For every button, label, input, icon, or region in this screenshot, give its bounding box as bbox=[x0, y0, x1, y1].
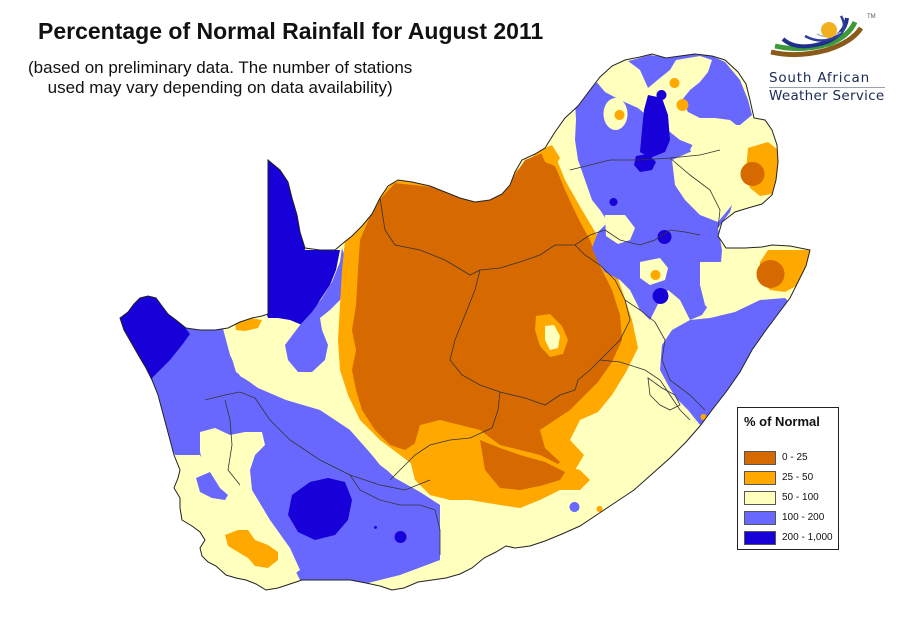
zone-karoo-dot-a bbox=[394, 531, 407, 543]
legend-label: 50 - 100 bbox=[782, 492, 819, 503]
logo-line-2: Weather Service bbox=[769, 88, 885, 104]
border-limpopo bbox=[569, 149, 721, 171]
legend-label: 100 - 200 bbox=[782, 512, 825, 523]
border-lesotho-2 bbox=[647, 377, 681, 411]
border-western-cape-north bbox=[204, 391, 431, 491]
zone-ne-orange-dot-c bbox=[614, 110, 625, 120]
border-kzn bbox=[624, 299, 706, 411]
zone-cederberg-blue bbox=[196, 472, 228, 500]
zone-south-orange-dot bbox=[596, 506, 603, 512]
zone-ne-200-1000-a bbox=[640, 95, 670, 158]
zone-ne-200-1000-d bbox=[657, 230, 672, 244]
legend-item-100-200: 100 - 200 bbox=[744, 511, 836, 525]
zone-ne-yellow-2 bbox=[672, 150, 745, 222]
border-lesotho bbox=[599, 359, 691, 421]
border-gauteng bbox=[589, 229, 701, 246]
subtitle-line-1: (based on preliminary data. The number o… bbox=[28, 58, 413, 77]
legend: % of Normal 0 - 25 25 - 50 50 - 100 100 … bbox=[737, 407, 839, 550]
zone-ne-200-1000-f bbox=[609, 198, 618, 206]
zone-ne-edge-25-50 bbox=[540, 145, 560, 166]
zone-ne-orange-dot-a bbox=[669, 78, 680, 88]
zone-south-0-25 bbox=[480, 440, 565, 490]
zone-south-blue-dot bbox=[569, 502, 580, 512]
zone-kosi-0-25 bbox=[756, 260, 785, 288]
zone-ne-orange-dot-b bbox=[676, 99, 689, 111]
saws-logo-icon bbox=[770, 15, 864, 58]
border-free-state-east bbox=[574, 244, 631, 391]
legend-swatch bbox=[744, 511, 776, 525]
zone-kalahari-100-200 bbox=[285, 248, 346, 372]
subtitle-line-2: used may vary depending on data availabi… bbox=[47, 78, 393, 97]
legend-item-0-25: 0 - 25 bbox=[744, 451, 836, 465]
legend-item-50-100: 50 - 100 bbox=[744, 491, 836, 505]
zone-bloemfontein-50-100 bbox=[545, 325, 560, 350]
zone-westcoast-200-1000 bbox=[120, 292, 190, 402]
map-subtitle: (based on preliminary data. The number o… bbox=[28, 58, 412, 98]
zone-west-100-200 bbox=[120, 300, 440, 585]
zone-panhandle-200-1000 bbox=[262, 155, 340, 325]
zone-ne-200-1000-b bbox=[634, 154, 656, 172]
zone-ne-200-1000-e bbox=[652, 288, 669, 304]
zone-kruger-0-25 bbox=[740, 162, 765, 186]
zone-ne-yellow-1 bbox=[590, 55, 740, 148]
zone-karoo-dot-b bbox=[374, 526, 378, 529]
saws-logo: TM South African Weather Service bbox=[757, 8, 892, 104]
zone-overberg-25-50 bbox=[225, 530, 278, 568]
legend-item-25-50: 25 - 50 bbox=[744, 471, 836, 485]
zone-ne-orange-dot-d bbox=[650, 270, 661, 280]
legend-label: 25 - 50 bbox=[782, 472, 814, 483]
legend-swatch bbox=[744, 531, 776, 545]
legend-title: % of Normal bbox=[744, 414, 820, 429]
legend-label: 0 - 25 bbox=[782, 452, 808, 463]
zone-ne-yellow-3 bbox=[605, 215, 635, 244]
trademark: TM bbox=[867, 14, 876, 20]
border-free-state-west bbox=[449, 269, 576, 406]
logo-line-1: South African bbox=[769, 70, 885, 88]
legend-label: 200 - 1,000 bbox=[782, 532, 833, 543]
country-outline bbox=[119, 53, 811, 591]
border-western-cape-south bbox=[349, 474, 441, 555]
legend-swatch bbox=[744, 451, 776, 465]
map-title: Percentage of Normal Rainfall for August… bbox=[38, 18, 544, 44]
zone-ne-200-1000-c bbox=[656, 90, 667, 100]
legend-swatch bbox=[744, 491, 776, 505]
border-eastern-cape-north bbox=[389, 391, 501, 481]
border-sw-district bbox=[224, 399, 241, 486]
zone-karoo-200-1000 bbox=[288, 478, 352, 540]
zone-inland-west-50-100 bbox=[222, 318, 430, 490]
zone-kzn-100-200 bbox=[660, 298, 792, 425]
zone-east-orange-dot bbox=[700, 414, 707, 420]
legend-item-200-1000: 200 - 1,000 bbox=[744, 531, 836, 545]
border-mpumalanga bbox=[669, 157, 721, 229]
legend-swatch bbox=[744, 471, 776, 485]
zone-central-0-25 bbox=[352, 152, 622, 476]
